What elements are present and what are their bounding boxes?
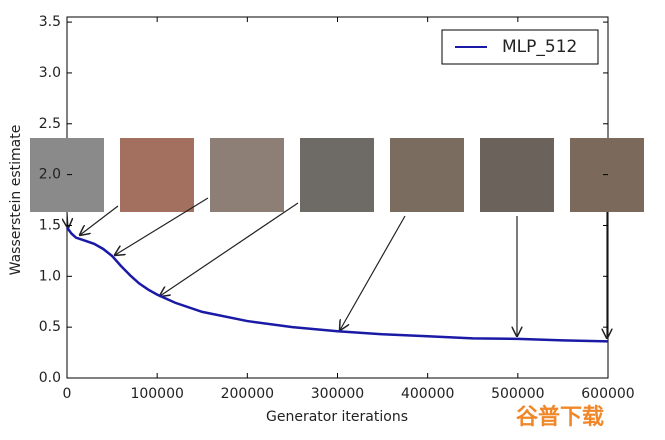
- thumbnails: [30, 138, 644, 212]
- arrow: [160, 202, 299, 296]
- x-tick-label: 100000: [130, 386, 183, 402]
- thumbnail: [210, 138, 284, 212]
- y-tick-label: 3.0: [39, 65, 61, 81]
- legend-label: MLP_512: [502, 37, 577, 57]
- x-tick-label: 500000: [491, 386, 544, 402]
- y-tick-label: 2.5: [39, 116, 61, 132]
- x-tick-label: 200000: [221, 386, 274, 402]
- arrow: [115, 197, 209, 255]
- thumbnail: [120, 138, 194, 212]
- watermark: 谷普下载: [516, 404, 604, 430]
- y-axis-label: Wasserstein estimate: [8, 125, 24, 276]
- y-tick-label: 0.0: [39, 370, 61, 386]
- x-tick-label: 400000: [401, 386, 454, 402]
- x-tick-label: 300000: [311, 386, 364, 402]
- arrow: [340, 215, 406, 330]
- legend-box: [441, 29, 599, 65]
- y-tick-label: 1.0: [39, 268, 61, 284]
- arrow: [80, 205, 119, 235]
- y-tick-label: 1.5: [39, 217, 61, 233]
- thumbnail: [390, 138, 464, 212]
- y-tick-label: 0.5: [39, 319, 61, 335]
- thumbnail: [300, 138, 374, 212]
- y-tick-label: 2.0: [39, 167, 61, 183]
- y-tick-label: 3.5: [39, 14, 61, 30]
- thumbnail: [480, 138, 554, 212]
- x-tick-label: 600000: [581, 386, 634, 402]
- x-tick-label: 0: [63, 386, 72, 402]
- line-series: [65, 226, 609, 343]
- x-axis-label: Generator iterations: [266, 409, 408, 425]
